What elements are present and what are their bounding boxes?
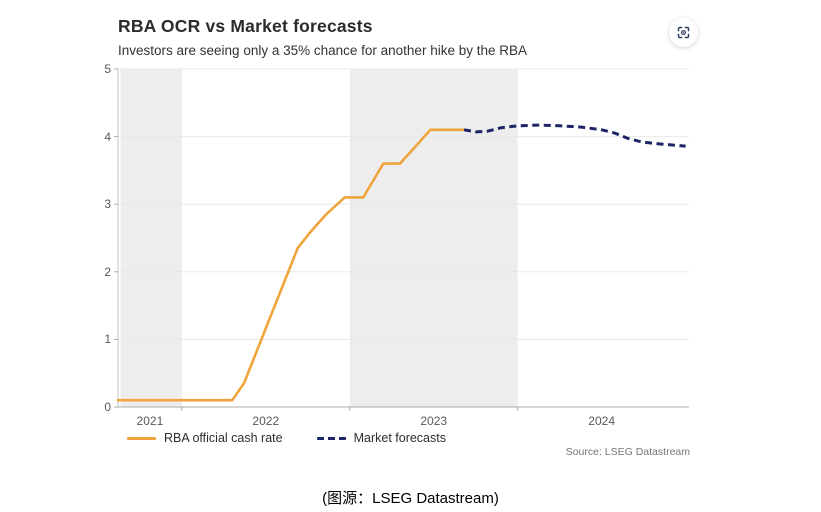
source-note: Source: LSEG Datastream <box>565 446 690 458</box>
y-tick-label: 3 <box>104 197 111 212</box>
y-tick-label: 0 <box>104 400 111 414</box>
chart-legend: RBA official cash rate Market forecasts <box>127 430 446 446</box>
scan-button[interactable] <box>669 18 698 47</box>
x-tick-label: 2021 <box>136 414 164 428</box>
series-line-rba <box>116 128 466 402</box>
line-chart-plot <box>114 68 689 411</box>
chart-title: RBA OCR vs Market forecasts <box>118 16 373 36</box>
chart-figure: RBA OCR vs Market forecasts Investors ar… <box>104 16 698 458</box>
legend-swatch-forecast-line <box>316 436 346 440</box>
x-tick-label: 2022 <box>252 414 280 428</box>
y-tick-label: 4 <box>104 129 111 144</box>
y-tick-label: 2 <box>104 264 111 279</box>
legend-label-rba: RBA official cash rate <box>164 431 283 445</box>
series-line-forecast <box>463 123 686 148</box>
image-caption: (图源：LSEG Datastream) <box>322 490 499 507</box>
x-tick-label: 2023 <box>420 414 448 428</box>
focus-scan-icon <box>677 26 690 39</box>
shaded-year-band <box>349 69 518 407</box>
x-tick-label: 2024 <box>588 414 615 428</box>
y-tick-label: 1 <box>104 332 111 347</box>
shaded-year-band <box>120 69 182 407</box>
chart-subtitle: Investors are seeing only a 35% chance f… <box>118 43 527 58</box>
y-tick-label: 5 <box>104 62 111 76</box>
legend-swatch-rba-line <box>127 436 156 440</box>
legend-label-forecast: Market forecasts <box>353 431 446 445</box>
